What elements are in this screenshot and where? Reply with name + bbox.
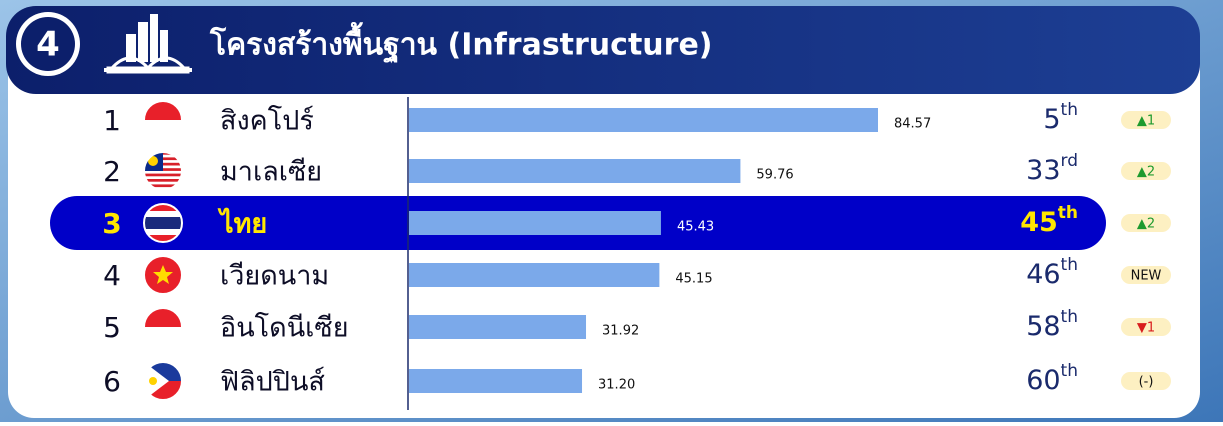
- position: 1: [103, 104, 121, 137]
- bar: [409, 211, 661, 235]
- country-name: ไทย: [217, 208, 267, 240]
- header-title: โครงสร้างพื้นฐาน (Infrastructure): [209, 22, 713, 65]
- value-label: 59.76: [756, 168, 793, 183]
- country-name: อินโดนีเซีย: [220, 313, 349, 344]
- position: 4: [103, 259, 121, 292]
- flag-part: [144, 179, 182, 182]
- value-label: 45.15: [675, 272, 712, 287]
- bar: [409, 159, 740, 183]
- change-label: ▲2: [1137, 217, 1155, 232]
- flag-part: [144, 217, 182, 229]
- bar: [409, 369, 582, 393]
- world-rank-suffix: th: [1058, 203, 1078, 223]
- country-name: มาเลเซีย: [220, 157, 322, 188]
- header-number: 4: [36, 25, 60, 65]
- world-rank-number: 46: [1026, 259, 1060, 290]
- change-label: ▲1: [1137, 114, 1155, 129]
- world-rank-number: 58: [1026, 311, 1060, 342]
- flag-part: [144, 174, 182, 177]
- position: 2: [103, 155, 121, 188]
- world-rank-suffix: th: [1061, 361, 1078, 381]
- value-label: 84.57: [894, 117, 931, 132]
- world-rank-number: 5: [1043, 104, 1060, 135]
- country-name: เวียดนาม: [220, 261, 329, 292]
- bar: [409, 108, 878, 132]
- value-label: 31.92: [602, 324, 639, 339]
- bar: [409, 263, 659, 287]
- world-rank-number: 33: [1026, 155, 1060, 186]
- position: 3: [102, 207, 121, 240]
- world-rank-suffix: th: [1061, 307, 1078, 327]
- country-name: ฟิลิปปินส์: [220, 366, 325, 398]
- position: 6: [103, 365, 121, 398]
- value-label: 45.43: [677, 220, 714, 235]
- change-label: ▲2: [1137, 165, 1155, 180]
- position: 5: [103, 311, 121, 344]
- change-label: ▼1: [1137, 321, 1155, 336]
- flag-part: [149, 377, 157, 385]
- world-rank-suffix: rd: [1061, 151, 1078, 171]
- world-rank-number: 45: [1020, 207, 1058, 238]
- change-label: NEW: [1131, 269, 1162, 284]
- country-name: สิงคโปร์: [220, 105, 314, 137]
- infographic: 4 โครงสร้างพื้นฐาน (Infrastructure) 1 สิง…: [0, 0, 1223, 422]
- value-label: 31.20: [598, 378, 635, 393]
- world-rank-number: 60: [1026, 365, 1060, 396]
- world-rank-suffix: th: [1061, 255, 1078, 275]
- change-label: (-): [1139, 375, 1154, 390]
- world-rank-suffix: th: [1061, 100, 1078, 120]
- bar: [409, 315, 586, 339]
